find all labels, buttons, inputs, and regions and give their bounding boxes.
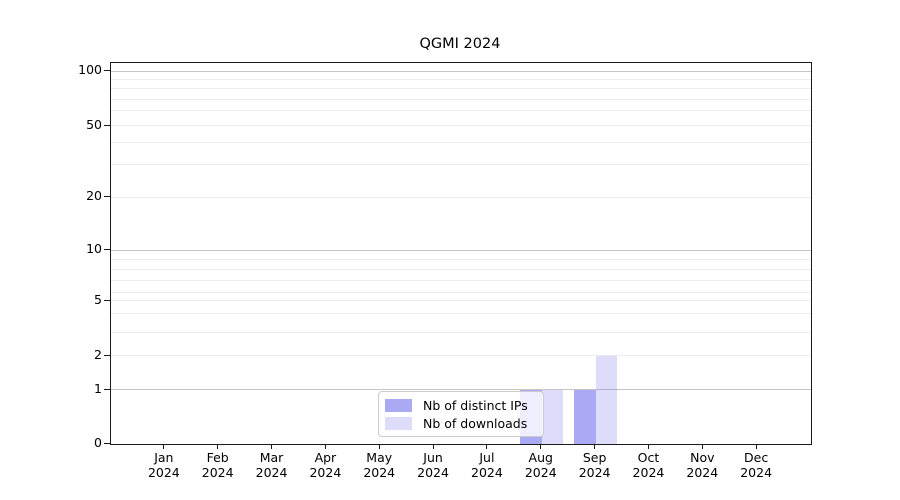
x-tick-mark	[701, 444, 703, 449]
minor-gridline	[111, 124, 811, 126]
major-gridline	[111, 388, 811, 390]
x-tick-mark	[378, 444, 380, 449]
x-tick-mark	[432, 444, 434, 449]
y-tick-label: 1	[94, 380, 102, 396]
y-tick-label: 5	[94, 292, 102, 307]
major-gridline	[111, 249, 811, 251]
legend-label-downloads: Nb of downloads	[423, 415, 528, 431]
x-tick-label-feb: Feb 2024	[201, 450, 234, 480]
x-tick-mark	[486, 444, 488, 449]
x-tick-label-mar: Mar 2024	[255, 450, 288, 480]
x-tick-label-jun: Jun 2024	[417, 450, 449, 480]
x-tick-label-apr: Apr 2024	[309, 450, 342, 480]
legend-swatch-distinct-ips-icon	[385, 399, 412, 413]
y-tick-mark	[104, 388, 110, 390]
y-tick-label: 100	[78, 62, 102, 78]
x-tick-mark	[540, 444, 542, 449]
x-tick-mark	[324, 444, 326, 449]
minor-gridline	[111, 164, 811, 165]
x-tick-mark	[217, 444, 219, 449]
y-tick-label: 20	[86, 188, 102, 204]
y-tick-mark	[104, 70, 110, 72]
plot-area	[110, 62, 812, 445]
y-tick-mark	[104, 443, 110, 444]
x-tick-label-oct: Oct 2024	[632, 450, 665, 480]
y-tick-label: 10	[86, 241, 102, 257]
x-tick-mark	[755, 444, 757, 449]
minor-gridline	[111, 79, 811, 81]
major-gridline	[111, 70, 811, 72]
minor-gridline	[111, 280, 811, 282]
minor-gridline	[111, 300, 811, 302]
minor-gridline	[111, 110, 811, 112]
x-tick-mark	[271, 444, 273, 449]
y-tick-label: 0	[94, 435, 102, 450]
minor-gridline	[111, 269, 811, 270]
x-tick-label-may: May 2024	[363, 450, 396, 480]
y-tick-label: 2	[94, 347, 102, 363]
y-tick-mark	[104, 124, 110, 126]
bar-downloads	[595, 356, 618, 444]
bar-downloads	[541, 389, 564, 444]
x-tick-label-jan: Jan 2024	[147, 450, 180, 480]
legend-item-downloads: Nb of downloads	[385, 415, 536, 433]
chart-title: QGMI 2024	[419, 36, 501, 52]
legend-item-distinct-ips: Nb of distinct IPs	[385, 397, 536, 415]
y-tick-mark	[104, 300, 110, 301]
y-tick-mark	[104, 249, 110, 251]
y-tick-mark	[104, 355, 110, 357]
minor-gridline	[111, 142, 811, 144]
x-tick-label-aug: Aug 2024	[524, 450, 557, 480]
x-tick-label-sep: Sep 2024	[578, 450, 611, 480]
x-tick-label-dec: Dec 2024	[740, 450, 773, 480]
minor-gridline	[111, 98, 811, 100]
legend-swatch-downloads-icon	[385, 416, 412, 430]
x-tick-mark	[594, 444, 596, 449]
bar-distinct-ips	[574, 389, 596, 444]
x-tick-mark	[163, 444, 165, 449]
minor-gridline	[111, 313, 811, 315]
x-tick-mark	[647, 444, 649, 449]
y-tick-label: 50	[86, 116, 102, 132]
minor-gridline	[111, 258, 811, 260]
minor-gridline	[111, 88, 811, 90]
y-tick-mark	[104, 196, 110, 198]
minor-gridline	[111, 196, 811, 198]
legend-label-distinct-ips: Nb of distinct IPs	[423, 398, 528, 414]
minor-gridline	[111, 331, 811, 333]
x-tick-label-jul: Jul 2024	[471, 450, 503, 480]
legend: Nb of distinct IPs Nb of downloads	[378, 391, 544, 437]
minor-gridline	[111, 291, 811, 293]
x-tick-label-nov: Nov 2024	[686, 450, 719, 480]
minor-gridline	[111, 355, 811, 357]
